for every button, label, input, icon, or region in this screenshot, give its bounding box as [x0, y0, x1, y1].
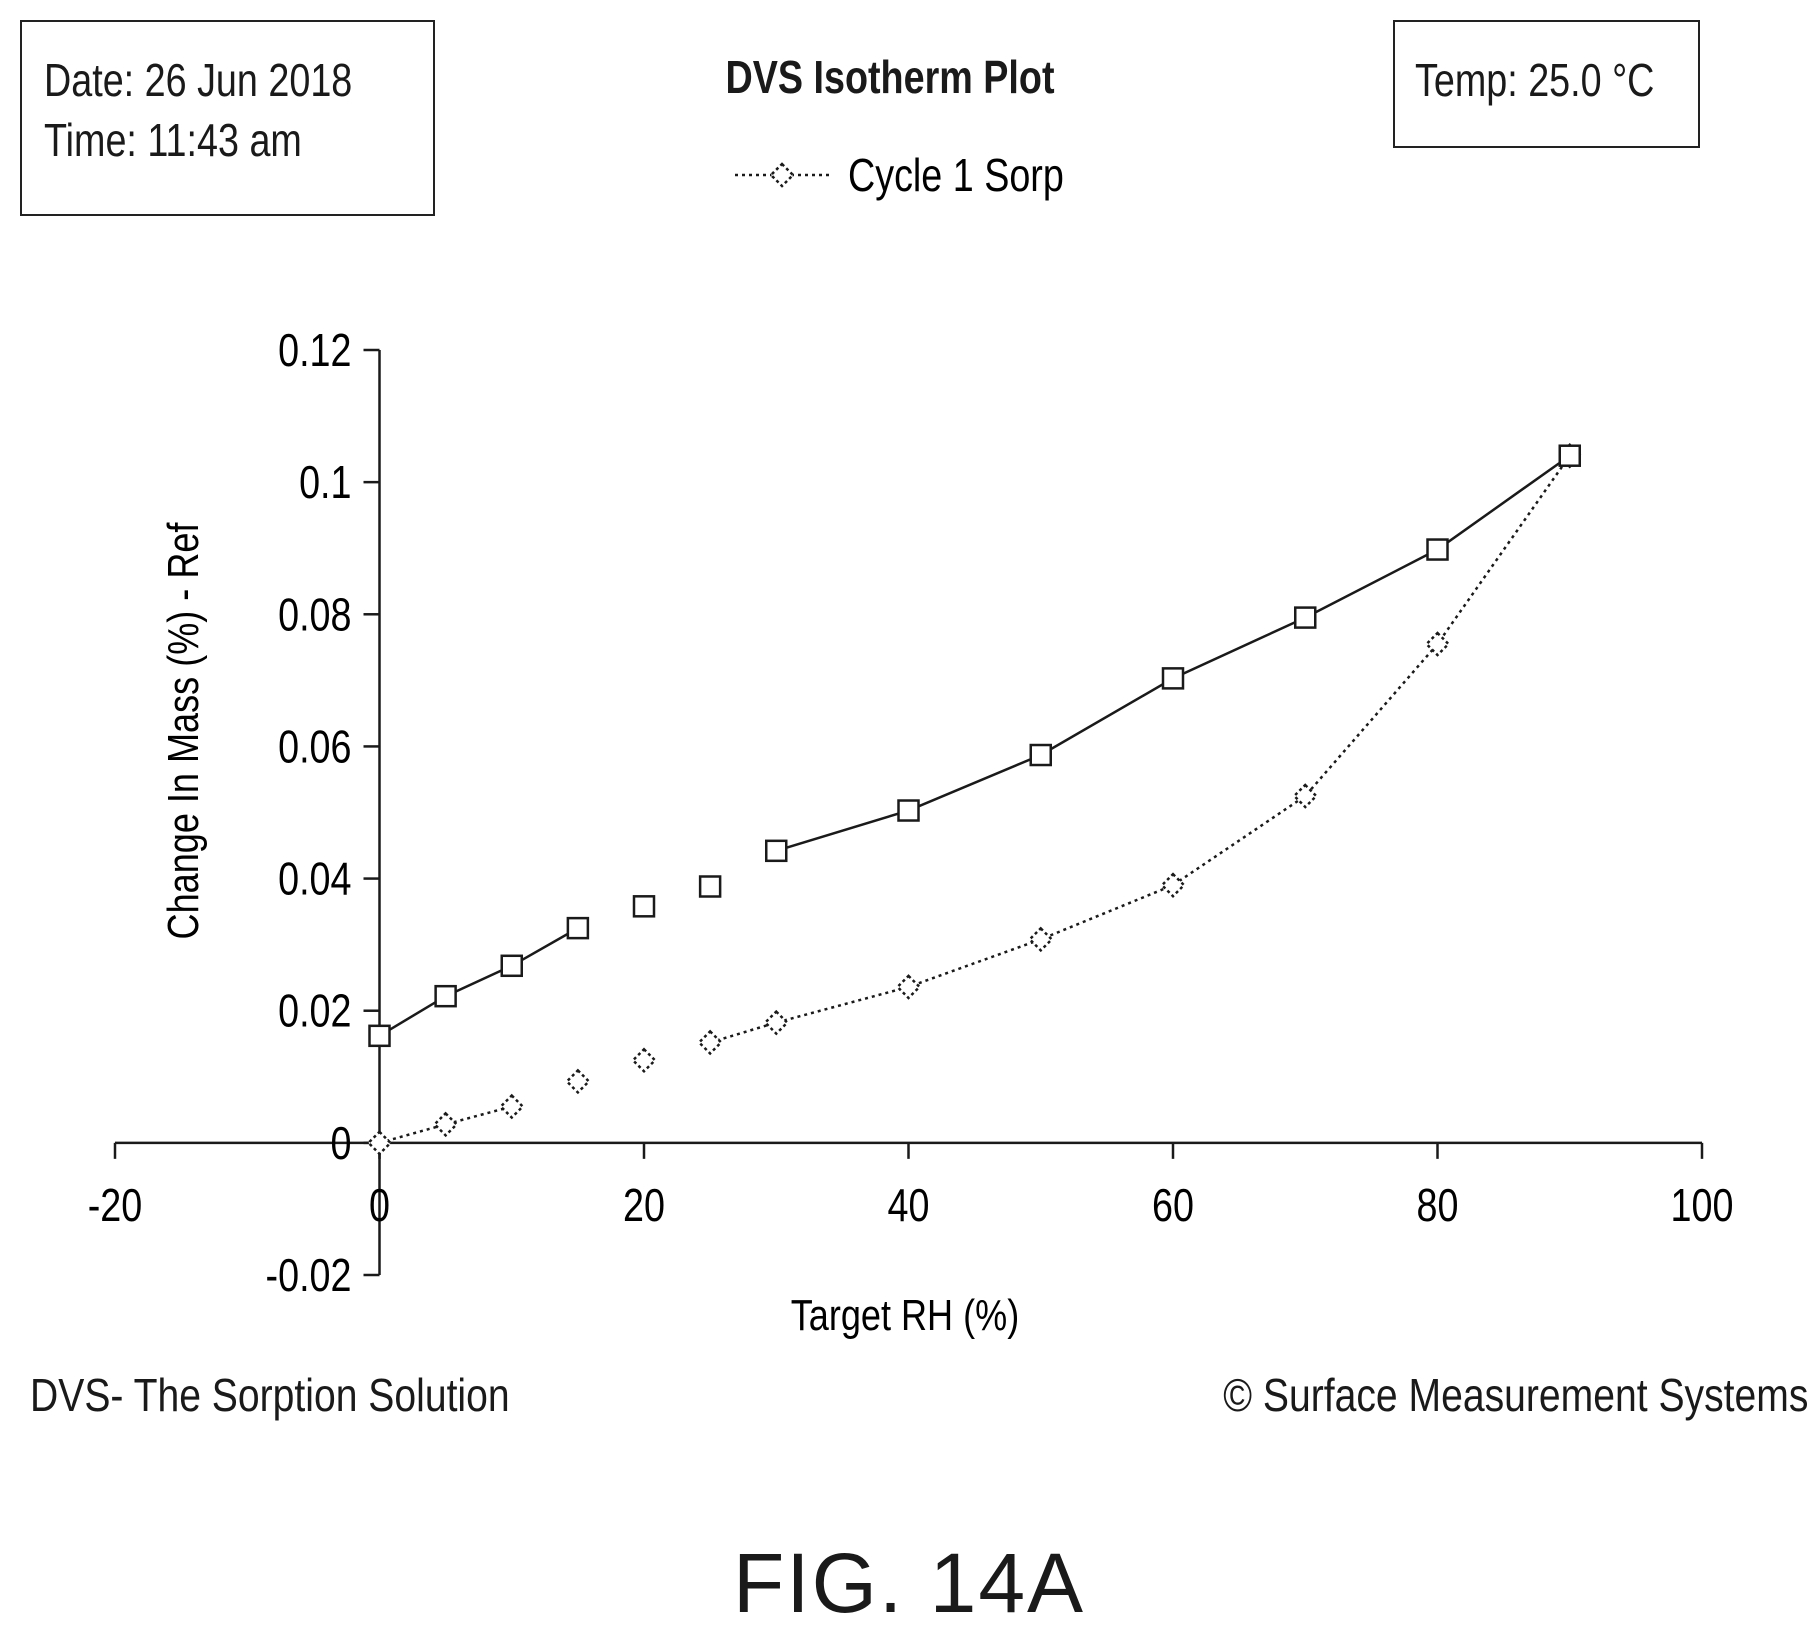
diamond-marker	[1027, 926, 1054, 953]
x-tick-label: 100	[1671, 1179, 1734, 1230]
date-text: Date: 26 Jun 2018	[44, 54, 353, 106]
square-marker	[1294, 606, 1317, 629]
square-marker	[1558, 444, 1581, 467]
square-marker	[1426, 538, 1449, 561]
temperature-text: Temp: 25.0 °C	[1415, 54, 1655, 106]
legend-diamond-marker	[769, 162, 795, 188]
diamond-marker	[366, 1130, 393, 1156]
y-tick-label: 0.12	[278, 324, 351, 375]
x-axis-label: Target RH (%)	[791, 1291, 1019, 1340]
x-tick-label: 80	[1417, 1179, 1459, 1230]
temperature-box: Temp: 25.0 °C	[1393, 20, 1700, 148]
sorption-line-segment	[379, 1105, 513, 1145]
legend: Cycle 1 Sorp	[735, 149, 1064, 201]
x-tick-label: 40	[888, 1179, 930, 1230]
square-marker	[500, 954, 523, 978]
y-axis-label: Change In Mass (%) - Ref	[159, 522, 208, 940]
footer-copyright: © Surface Measurement Systems	[1222, 1369, 1808, 1421]
y-tick-label: -0.02	[266, 1249, 352, 1300]
diamond-marker	[1292, 783, 1319, 809]
y-tick-label: 0.04	[278, 853, 351, 904]
figure-label: FIG. 14A	[732, 1536, 1086, 1630]
diamond-marker	[1424, 631, 1451, 657]
time-text: Time: 11:43 am	[44, 114, 302, 166]
diamond-marker	[432, 1111, 459, 1138]
y-tick-label: 0	[331, 1117, 352, 1168]
sorption-line-segment	[709, 454, 1571, 1044]
square-marker	[566, 916, 590, 940]
square-series-line-segment	[378, 927, 579, 1037]
x-tick-label: 20	[623, 1179, 665, 1230]
square-marker	[897, 799, 920, 822]
legend-label: Cycle 1 Sorp	[848, 149, 1064, 200]
diamond-marker	[565, 1068, 591, 1095]
diamond-marker	[631, 1047, 657, 1074]
diamond-marker	[498, 1093, 525, 1120]
diamond-marker	[763, 1009, 790, 1036]
y-tick-label: 0.1	[299, 457, 351, 508]
axes: -0.02 0 0.02 0.04 0.06 0.08 0.1 0.12 -20 0 20 40 60 8…	[88, 324, 1734, 1300]
x-tick-label: 60	[1152, 1179, 1194, 1230]
square-marker	[1161, 667, 1185, 690]
square-marker	[765, 839, 788, 863]
chart-title: DVS Isotherm Plot	[725, 51, 1055, 103]
square-series-line-segment	[775, 454, 1571, 853]
y-tick-label: 0.06	[278, 721, 351, 772]
x-tick-label: 0	[369, 1179, 390, 1230]
square-marker	[1029, 743, 1052, 767]
diamond-marker	[697, 1029, 723, 1056]
diamond-marker	[1160, 872, 1186, 898]
footer-tagline: DVS- The Sorption Solution	[30, 1369, 510, 1421]
series-layer	[366, 442, 1583, 1156]
date-time-box: Date: 26 Jun 2018 Time: 11:43 am	[20, 20, 435, 216]
square-marker	[698, 875, 722, 898]
diamond-marker	[895, 974, 922, 1000]
y-tick-label: 0.02	[278, 985, 351, 1036]
square-marker	[632, 895, 656, 918]
square-marker	[368, 1024, 391, 1048]
square-marker	[434, 984, 457, 1008]
x-tick-label: -20	[88, 1179, 143, 1230]
y-tick-label: 0.08	[278, 589, 351, 640]
